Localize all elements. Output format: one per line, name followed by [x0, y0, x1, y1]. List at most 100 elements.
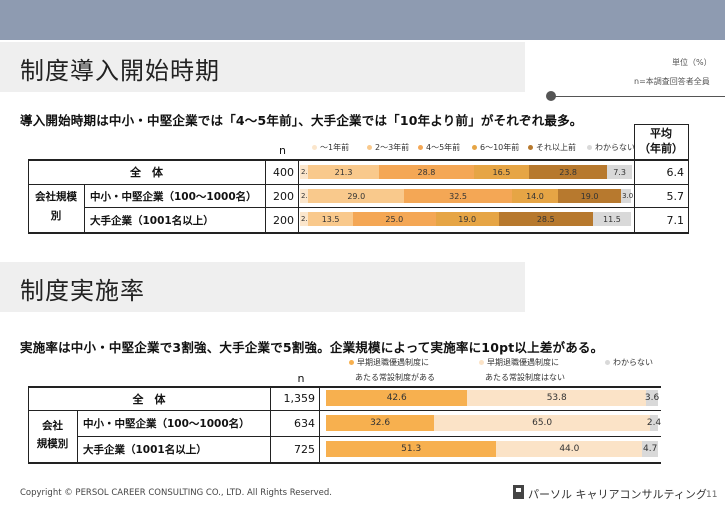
table1-row-divider	[84, 207, 689, 208]
legend-dot	[367, 145, 372, 150]
table2-chart-divider	[319, 386, 320, 463]
data-label: 2.5	[301, 215, 313, 223]
row2-label-sme: 中小・中堅企業（100〜1000名）	[83, 418, 250, 430]
data-label: 19.0	[580, 191, 599, 201]
data-label: 53.8	[546, 393, 567, 403]
legend-item: 4〜5年前	[418, 142, 460, 153]
bar-segment: 13.5	[308, 212, 353, 226]
data-label: 51.3	[401, 444, 422, 454]
table1-row-divider	[28, 184, 689, 185]
table2-top-border	[28, 386, 661, 388]
legend-label: 4〜5年前	[426, 143, 461, 152]
bar-segment: 21.3	[308, 165, 379, 179]
data-label: 7.3	[613, 167, 626, 177]
table2-row-divider	[77, 436, 661, 437]
bar-segment: 65.0	[434, 415, 651, 431]
avg-header-left-border	[634, 124, 635, 160]
n2-sme: 634	[294, 417, 315, 430]
bar-segment: 51.3	[326, 441, 497, 457]
section1-headline: 導入開始時期は中小・中堅企業では「4〜5年前」、大手企業では「10年より前」がそ…	[20, 113, 583, 128]
data-label: 28.5	[536, 214, 555, 224]
page-number: 11	[706, 490, 718, 500]
n2-total: 1,359	[283, 392, 316, 405]
bar-segment: 16.5	[474, 165, 529, 179]
n2-large: 725	[294, 443, 315, 456]
brand-name: パーソル キャリアコンサルティング	[528, 488, 707, 501]
brand-logo	[513, 485, 524, 499]
bar-segment: 2.5	[300, 189, 312, 203]
avg-header-2: （年前）	[639, 142, 683, 155]
n-header-2: n	[297, 371, 305, 385]
legend-label: 早期退職優遇制度に	[487, 358, 559, 367]
bar-segment: 28.8	[378, 165, 475, 179]
bar-segment: 28.5	[498, 212, 593, 226]
data-label: 19.0	[458, 214, 477, 224]
row-label-total: 全 体	[130, 166, 163, 179]
bar-segment: 3.0	[621, 189, 633, 203]
legend-item: わからない	[587, 142, 635, 153]
group2-label-line2: 規模別	[36, 437, 69, 450]
section-title-bar: 制度実施率	[0, 262, 525, 312]
table2-group-divider	[77, 410, 78, 462]
data-label: 16.5	[492, 167, 511, 177]
legend-label: 2〜3年前	[375, 143, 410, 152]
data-label: 42.6	[386, 393, 407, 403]
n-total: 400	[273, 165, 294, 179]
table2-left-border	[28, 386, 29, 463]
bar-segment: 32.5	[404, 189, 512, 203]
bar-segment: 42.6	[326, 390, 468, 406]
legend-label: わからない	[595, 143, 635, 152]
legend-item: 2〜3年前	[367, 142, 409, 153]
bar-segment: 25.0	[352, 212, 436, 226]
data-label: 44.0	[559, 444, 580, 454]
legend-label: わからない	[613, 358, 653, 367]
legend-dot	[605, 360, 610, 365]
unit-label: 単位（%）	[672, 58, 712, 67]
base-label: n=本調査回答者全員	[634, 77, 710, 86]
data-label: 23.8	[559, 167, 577, 177]
table1-group-divider	[84, 184, 85, 232]
data-label: 2.5	[301, 168, 313, 176]
data-label: 11.5	[603, 214, 621, 224]
row-label-sme: 中小・中堅企業（100〜1000名）	[90, 190, 257, 203]
data-label: 3.6	[644, 393, 660, 403]
legend-dot	[472, 145, 477, 150]
avg-large: 7.1	[666, 213, 685, 227]
data-label: 29.0	[347, 191, 366, 201]
data-label: 28.8	[417, 167, 436, 177]
section2-headline: 実施率は中小・中堅企業で3割強、大手企業で5割強。企業規模によって実施率に10p…	[20, 340, 604, 355]
n-header: n	[279, 143, 286, 157]
top-banner	[0, 0, 725, 40]
bar-segment: 2.5	[300, 212, 312, 226]
table1-bottom-border	[28, 232, 689, 234]
legend-item: わからない	[605, 357, 653, 368]
bar-segment: 44.0	[496, 441, 643, 457]
legend-item: 早期退職優遇制度に	[349, 357, 429, 368]
data-label: 32.5	[449, 191, 467, 201]
n-sme: 200	[273, 189, 294, 203]
data-label: 32.6	[370, 418, 391, 428]
data-label: 65.0	[532, 418, 553, 428]
bar-segment: 53.8	[467, 390, 647, 406]
avg-header-right-border	[688, 124, 689, 160]
n-large: 200	[273, 213, 294, 227]
unit-dot	[546, 91, 556, 101]
table2-row-divider	[28, 410, 661, 411]
bar-segment: 29.0	[308, 189, 405, 203]
legend-dot	[418, 145, 423, 150]
unit-divider	[555, 96, 725, 97]
bar-segment: 3.6	[644, 390, 660, 406]
legend-item: 6〜10年前	[472, 142, 519, 153]
legend-item: それ以上前	[528, 142, 576, 153]
data-label: 2.4	[646, 418, 662, 428]
table1-left-border	[28, 159, 29, 233]
table1-top-border	[28, 159, 689, 161]
legend-item: 〜1年前	[312, 142, 349, 153]
bar-segment: 11.5	[592, 212, 631, 226]
table2-bottom-border	[28, 462, 661, 464]
table1-right-border	[688, 159, 689, 233]
row2-label-large: 大手企業（1001名以上）	[83, 444, 207, 456]
legend-dot	[349, 360, 354, 365]
copyright: Copyright © PERSOL CAREER CONSULTING CO.…	[20, 488, 332, 498]
row2-label-total: 全 体	[132, 392, 166, 406]
